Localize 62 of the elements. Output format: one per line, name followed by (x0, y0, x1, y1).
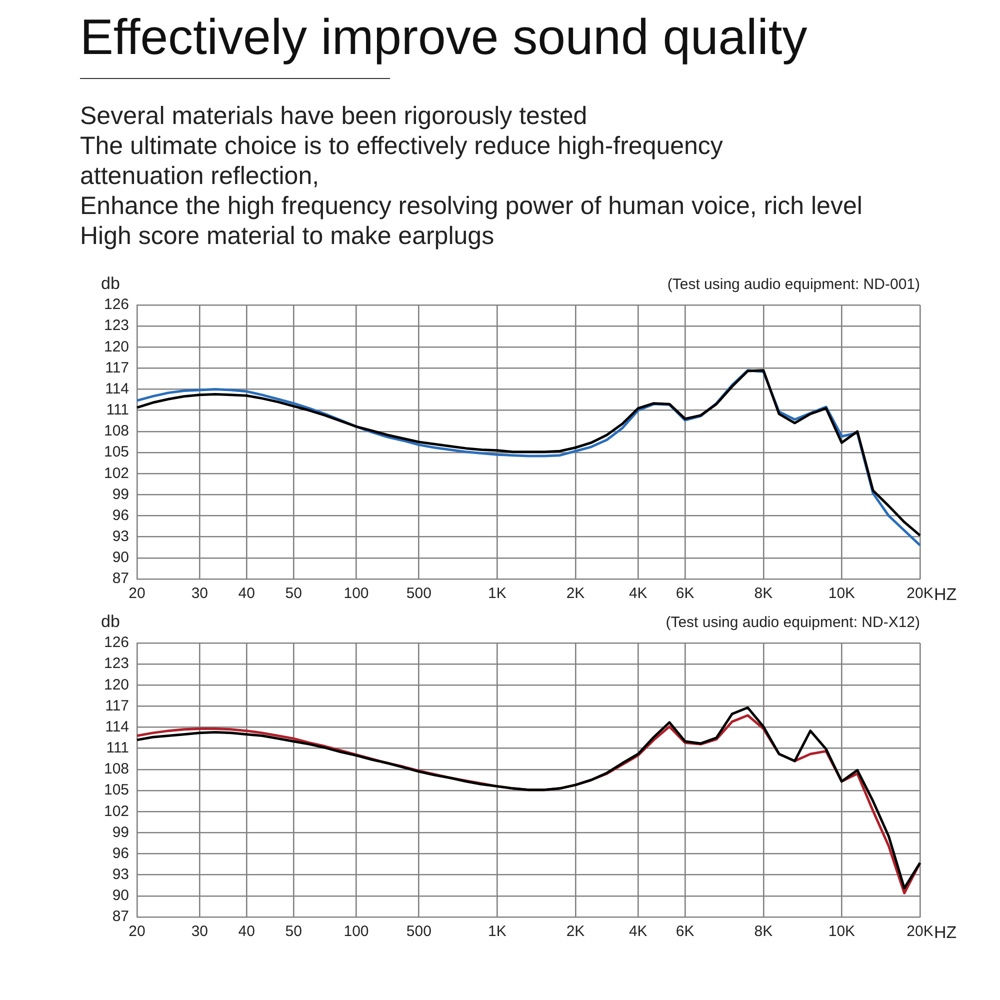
chart-subtitle: Several materials have been rigorously tested The ultimate choice is to effectively reduce high-frequency attenuation reflection, Enhance the high frequency resolving power of human voice, rich level High score material to make earplugs (80, 101, 864, 251)
x-tick-label: 2K (566, 923, 585, 940)
x-tick-label: 30 (191, 923, 208, 940)
chart-title: Effectively improve sound quality (80, 8, 808, 67)
y-tick-label: 96 (112, 844, 130, 862)
y-tick-label: 123 (104, 655, 130, 672)
y-tick-label: 108 (104, 422, 130, 440)
text: (Test using audio equipment: ND-001) (667, 276, 920, 293)
y-tick-label: 102 (104, 464, 130, 482)
x-tick-label: 50 (285, 923, 302, 940)
x-tick-label: 1K (488, 585, 506, 602)
x-tick-label: 40 (238, 585, 255, 602)
x-tick-label: 8K (754, 923, 773, 940)
y-tick-label: 105 (104, 782, 130, 799)
x-tick-label: 30 (191, 585, 208, 602)
x-axis-title: HZ (934, 923, 957, 942)
y-tick-label: 120 (104, 676, 130, 694)
y-axis-title: db (101, 612, 120, 631)
y-tick-label: 99 (112, 824, 130, 841)
x-tick-label: 20K (906, 923, 934, 940)
x-tick-label: 4K (628, 923, 648, 940)
x-tick-label: 20 (128, 585, 146, 602)
y-tick-label: 126 (104, 634, 130, 652)
y-tick-label: 90 (112, 549, 130, 566)
y-tick-label: 99 (112, 486, 130, 503)
y-tick-label: 114 (105, 380, 130, 398)
y-tick-label: 93 (112, 866, 130, 883)
y-tick-label: 111 (106, 402, 130, 419)
x-tick-label: 40 (238, 923, 255, 940)
y-tick-label: 111 (106, 740, 130, 757)
x-tick-label: 10K (828, 585, 856, 602)
x-tick-label: 100 (344, 585, 369, 602)
x-tick-label: 20 (128, 923, 146, 940)
x-axis-title: HZ (934, 585, 957, 604)
y-tick-label: 102 (104, 802, 130, 820)
y-tick-label: 87 (112, 570, 130, 588)
y-tick-label: 105 (104, 444, 130, 461)
x-tick-label: 6K (676, 923, 694, 940)
y-tick-label: 117 (105, 697, 130, 714)
x-tick-label: 4K (628, 585, 648, 602)
y-tick-label: 108 (104, 760, 130, 778)
y-tick-label: 87 (112, 908, 130, 926)
x-tick-label: 20K (906, 585, 934, 602)
y-tick-label: 126 (104, 296, 130, 314)
x-tick-label: 6K (676, 585, 694, 602)
x-tick-label: 500 (406, 585, 432, 602)
text: (Test using audio equipment: ND-X12) (666, 614, 920, 631)
x-tick-label: 1K (488, 923, 506, 940)
x-tick-label: 50 (285, 585, 302, 602)
y-tick-label: 123 (104, 317, 130, 334)
x-tick-label: 10K (828, 923, 856, 940)
x-tick-label: 8K (754, 585, 773, 602)
x-tick-label: 100 (344, 923, 369, 940)
y-axis-title: db (101, 274, 120, 293)
y-tick-label: 90 (112, 887, 130, 904)
y-tick-label: 120 (104, 338, 130, 356)
x-tick-label: 2K (566, 585, 585, 602)
y-tick-label: 96 (112, 506, 130, 524)
y-tick-label: 114 (105, 718, 130, 736)
x-tick-label: 500 (406, 923, 432, 940)
y-tick-label: 117 (105, 359, 130, 376)
y-tick-label: 93 (112, 528, 130, 545)
